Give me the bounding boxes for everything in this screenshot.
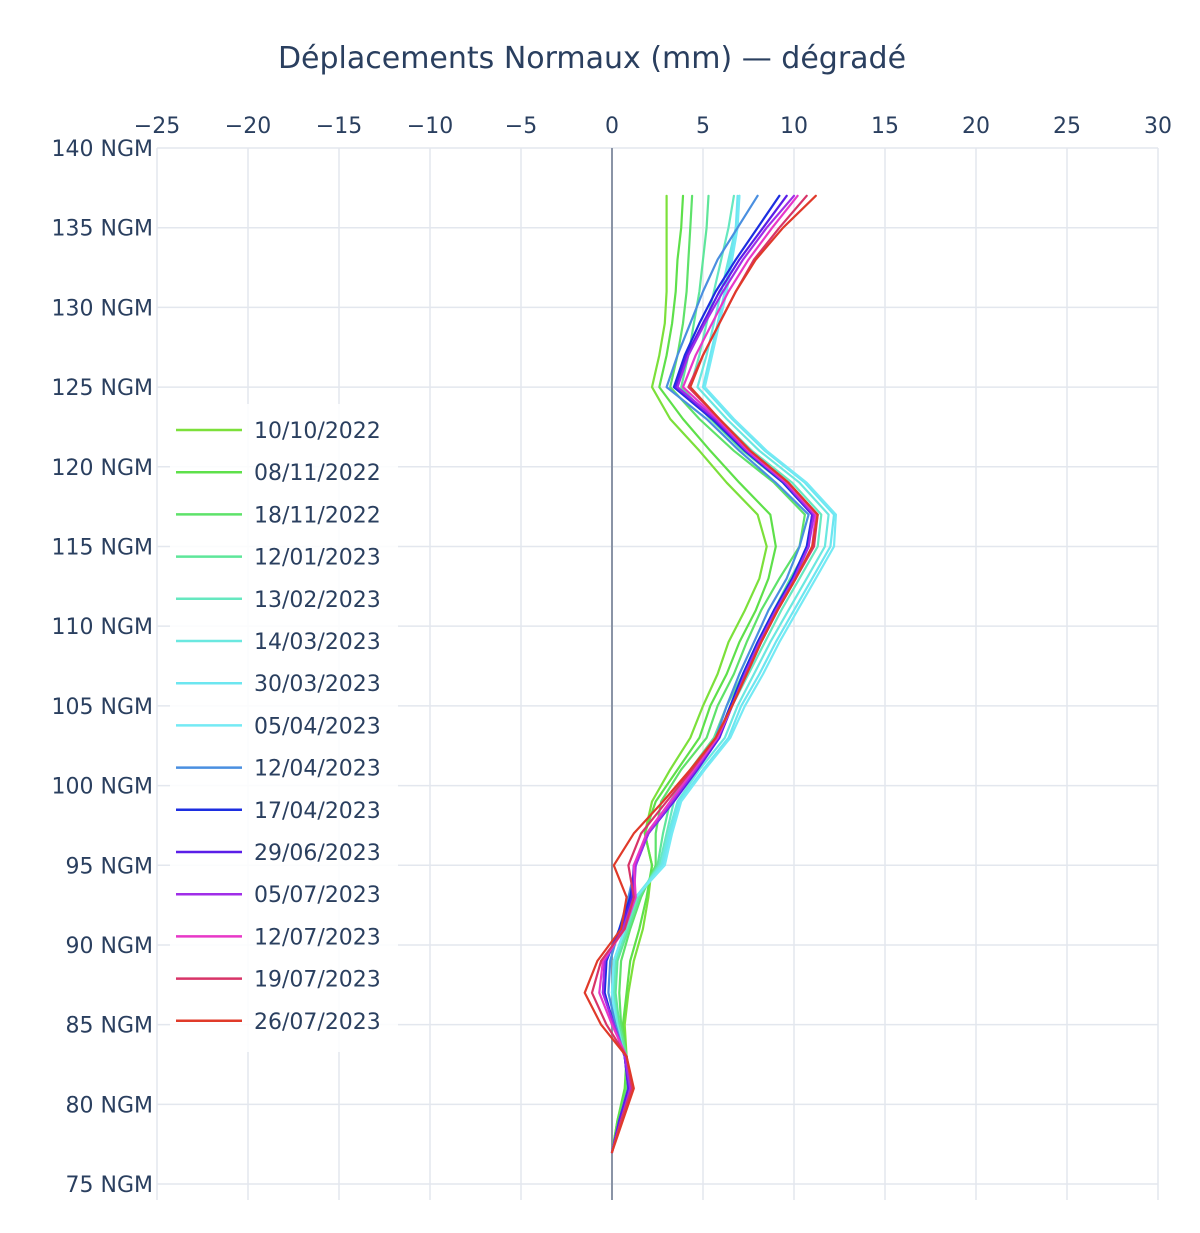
legend-label: 17/04/2023 xyxy=(254,799,381,824)
x-tick-label: −10 xyxy=(407,114,453,139)
x-tick-label: −5 xyxy=(505,114,537,139)
x-tick-label: 10 xyxy=(780,114,808,139)
chart-title: Déplacements Normaux (mm) — dégradé xyxy=(278,41,906,76)
legend-background xyxy=(170,404,398,1052)
y-tick-label: 80 NGM xyxy=(66,1093,153,1118)
x-tick-label: −25 xyxy=(134,114,180,139)
series-layer xyxy=(583,194,838,1154)
x-tick-label: −20 xyxy=(225,114,271,139)
x-tick-label: 15 xyxy=(871,114,899,139)
legend-label: 05/07/2023 xyxy=(254,883,381,908)
y-tick-label: 85 NGM xyxy=(66,1014,153,1039)
series-line-12-04-2023 xyxy=(607,194,810,1154)
x-tick-label: −15 xyxy=(316,114,362,139)
legend-item[interactable]: 05/04/2023 xyxy=(176,714,381,739)
legend-item[interactable]: 29/06/2023 xyxy=(176,841,381,866)
series-line-08-11-2022 xyxy=(610,194,777,1154)
x-tick-label: 20 xyxy=(962,114,990,139)
y-tick-label: 115 NGM xyxy=(52,535,153,560)
legend-item[interactable]: 18/11/2022 xyxy=(176,503,381,528)
series-line-26-07-2023 xyxy=(583,194,819,1154)
x-tick-label: 0 xyxy=(605,114,619,139)
legend-item[interactable]: 30/03/2023 xyxy=(176,672,381,697)
legend-label: 12/01/2023 xyxy=(254,546,381,571)
legend-label: 12/07/2023 xyxy=(254,925,381,950)
legend-label: 12/04/2023 xyxy=(254,757,381,782)
legend-label: 08/11/2022 xyxy=(254,461,381,486)
legend-label: 26/07/2023 xyxy=(254,1010,381,1035)
axis-layer: −25 −20 −15 −10 −5 0 5 10 15 20 25 30 75 NGM 80 NGM 85… xyxy=(52,114,1172,1200)
y-tick-label: 110 NGM xyxy=(52,615,153,640)
y-tick-label: 130 NGM xyxy=(52,296,153,321)
grid-layer xyxy=(156,147,1159,1200)
legend-item[interactable]: 08/11/2022 xyxy=(176,461,381,486)
legend-item[interactable]: 17/04/2023 xyxy=(176,799,381,824)
series-line-05-07-2023 xyxy=(601,194,816,1154)
y-tick-label: 125 NGM xyxy=(52,376,153,401)
x-tick-label: 30 xyxy=(1144,114,1172,139)
series-line-10-10-2022 xyxy=(610,194,768,1154)
legend-label: 13/02/2023 xyxy=(254,588,381,613)
legend-item[interactable]: 19/07/2023 xyxy=(176,968,381,993)
x-tick-label: 25 xyxy=(1053,114,1081,139)
legend-item[interactable]: 26/07/2023 xyxy=(176,1010,381,1035)
series-line-05-04-2023 xyxy=(610,194,838,1154)
legend-label: 14/03/2023 xyxy=(254,630,381,655)
legend-item[interactable]: 12/04/2023 xyxy=(176,757,381,782)
x-tick-label: 5 xyxy=(696,114,710,139)
y-tick-label: 90 NGM xyxy=(66,934,153,959)
legend-item[interactable]: 12/01/2023 xyxy=(176,546,381,571)
y-tick-label: 120 NGM xyxy=(52,456,153,481)
series-line-13-02-2023 xyxy=(610,194,823,1154)
legend-label: 30/03/2023 xyxy=(254,672,381,697)
legend-label: 18/11/2022 xyxy=(254,503,381,528)
legend-item[interactable]: 05/07/2023 xyxy=(176,883,381,908)
y-tick-label: 100 NGM xyxy=(52,775,153,800)
y-tick-label: 95 NGM xyxy=(66,854,153,879)
legend-item[interactable]: 14/03/2023 xyxy=(176,630,381,655)
legend-label: 29/06/2023 xyxy=(254,841,381,866)
legend-label: 05/04/2023 xyxy=(254,714,381,739)
y-tick-label: 75 NGM xyxy=(66,1173,153,1198)
legend-label: 19/07/2023 xyxy=(254,968,381,993)
series-line-17-04-2023 xyxy=(603,194,814,1154)
legend-item[interactable]: 13/02/2023 xyxy=(176,588,381,613)
y-tick-label: 135 NGM xyxy=(52,217,153,242)
y-tick-label: 105 NGM xyxy=(52,695,153,720)
legend-item[interactable]: 12/07/2023 xyxy=(176,925,381,950)
legend-label: 10/10/2022 xyxy=(254,419,381,444)
legend-item[interactable]: 10/10/2022 xyxy=(176,419,381,444)
y-tick-label: 140 NGM xyxy=(52,137,153,162)
legend: 10/10/2022 08/11/2022 18/11/2022 12/01/2023… xyxy=(170,404,398,1052)
